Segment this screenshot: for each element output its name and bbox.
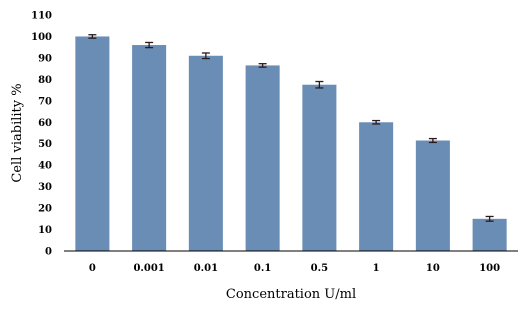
x-tick-label: 1 [373,263,380,274]
x-tick-label: 0.01 [194,263,218,274]
y-tick-label: 0 [45,247,52,258]
error-bar-0.1 [258,63,267,68]
error-bar-10 [428,137,437,144]
x-axis-ticks: 0 0.001 0.01 0.1 0.5 1 10 100 [89,263,500,274]
y-tick-label: 40 [38,161,52,172]
x-tick-label: 0 [89,263,96,274]
error-bar-0 [88,34,97,39]
x-axis-title: Concentration U/ml [226,287,356,302]
y-tick-label: 80 [38,75,52,86]
y-axis-ticks: 0 10 20 30 40 50 60 70 80 90 100 110 [31,11,52,258]
y-tick-label: 90 [38,53,52,64]
error-bars [88,34,494,222]
error-bar-0.01 [201,52,210,60]
bar-1 [359,122,394,251]
y-axis-title: Cell viability % [10,83,25,182]
bar-100 [472,218,507,251]
bar-0.5 [302,84,337,252]
bar-10 [415,140,450,251]
x-tick-label: 0.1 [254,263,271,274]
bar-0 [75,36,110,251]
bar-0.001 [132,45,167,251]
error-bar-0.001 [145,41,154,49]
y-tick-label: 50 [38,139,52,150]
x-tick-label: 0.5 [311,263,328,274]
bar-0.1 [245,65,280,251]
bars [75,36,507,252]
y-tick-label: 110 [31,11,52,22]
bar-0.01 [188,55,223,251]
x-tick-label: 100 [479,263,500,274]
y-tick-label: 30 [38,182,52,193]
y-tick-label: 60 [38,118,52,129]
y-tick-label: 100 [31,32,52,43]
y-tick-label: 10 [38,225,52,236]
x-tick-label: 10 [426,263,440,274]
error-bar-1 [372,119,381,125]
y-tick-label: 70 [38,96,52,107]
x-tick-label: 0.001 [133,263,164,274]
y-tick-label: 20 [38,204,52,215]
error-bar-100 [485,215,494,222]
error-bar-0.5 [315,80,324,89]
